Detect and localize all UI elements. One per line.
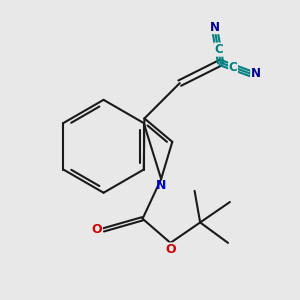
Text: O: O	[92, 224, 102, 236]
Text: C: C	[214, 43, 223, 56]
Text: O: O	[165, 243, 176, 256]
Text: N: N	[210, 21, 220, 34]
Text: N: N	[251, 67, 261, 80]
Text: C: C	[229, 61, 237, 74]
Text: N: N	[156, 179, 166, 192]
